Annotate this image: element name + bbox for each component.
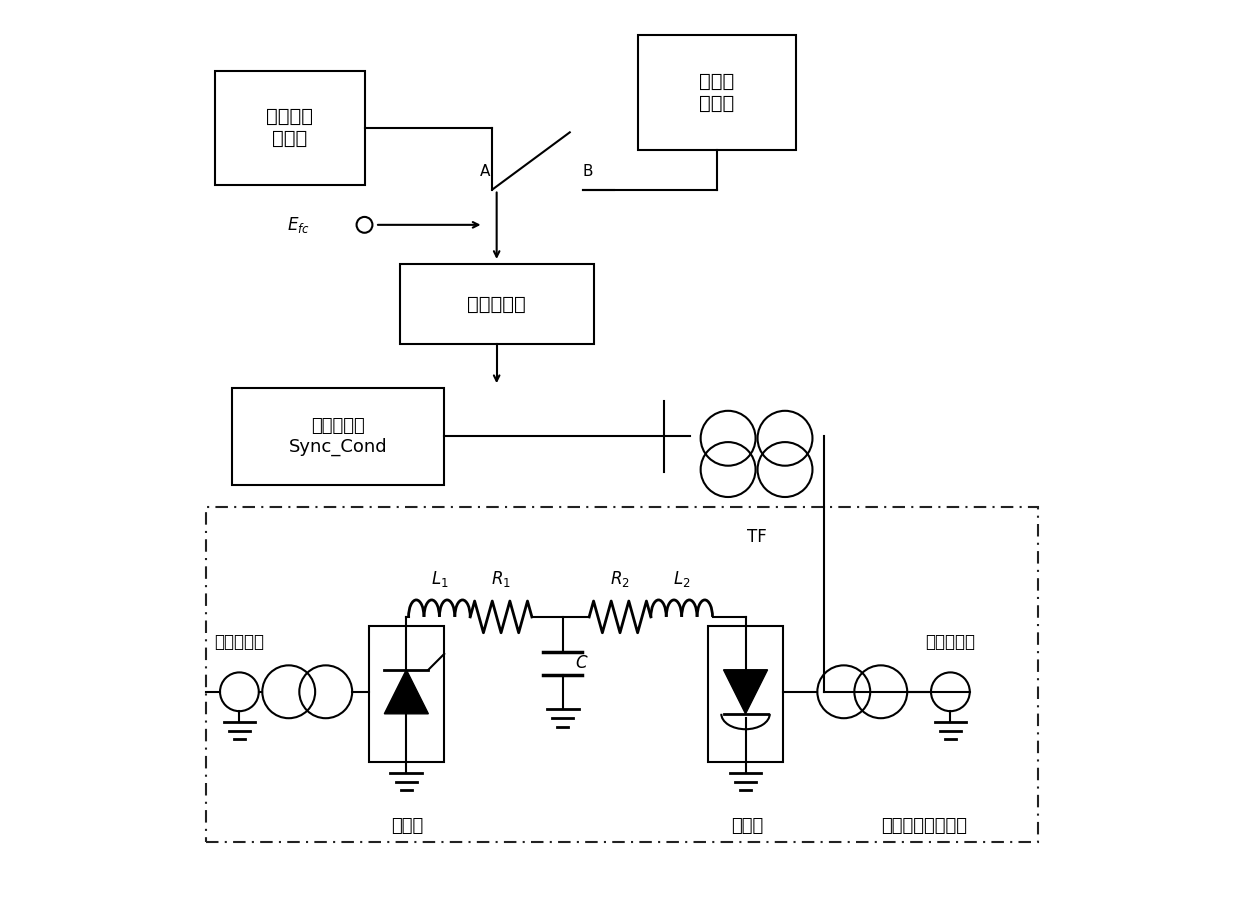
Text: 高压直流输电系统: 高压直流输电系统: [880, 817, 967, 835]
Bar: [215, 71, 365, 185]
Text: 励磁控
制系统: 励磁控 制系统: [699, 72, 734, 113]
Text: 整流器: 整流器: [391, 817, 423, 835]
Text: $L_2$: $L_2$: [673, 569, 691, 589]
Bar: [708, 626, 782, 762]
Bar: [232, 387, 444, 485]
Text: 初始电压
发生器: 初始电压 发生器: [267, 107, 314, 148]
Text: A: A: [480, 164, 490, 179]
Bar: [206, 507, 1038, 841]
Text: $C$: $C$: [575, 654, 589, 672]
Text: B: B: [582, 164, 593, 179]
Text: TF: TF: [746, 528, 766, 546]
Text: $E_{fc}$: $E_{fc}$: [286, 215, 310, 235]
Bar: [370, 626, 444, 762]
Text: 时序控制器: 时序控制器: [467, 295, 526, 314]
Polygon shape: [723, 670, 768, 714]
Text: $R_2$: $R_2$: [610, 569, 630, 589]
Text: 逆变器: 逆变器: [732, 817, 764, 835]
Bar: [637, 35, 796, 150]
Text: 同步调相机
Sync_Cond: 同步调相机 Sync_Cond: [289, 417, 387, 456]
Text: $R_1$: $R_1$: [491, 569, 511, 589]
Polygon shape: [384, 670, 428, 714]
Text: 整流侧电源: 整流侧电源: [215, 633, 264, 651]
Text: 逆变侧电源: 逆变侧电源: [925, 633, 976, 651]
Text: $L_1$: $L_1$: [430, 569, 448, 589]
Bar: [399, 264, 594, 343]
